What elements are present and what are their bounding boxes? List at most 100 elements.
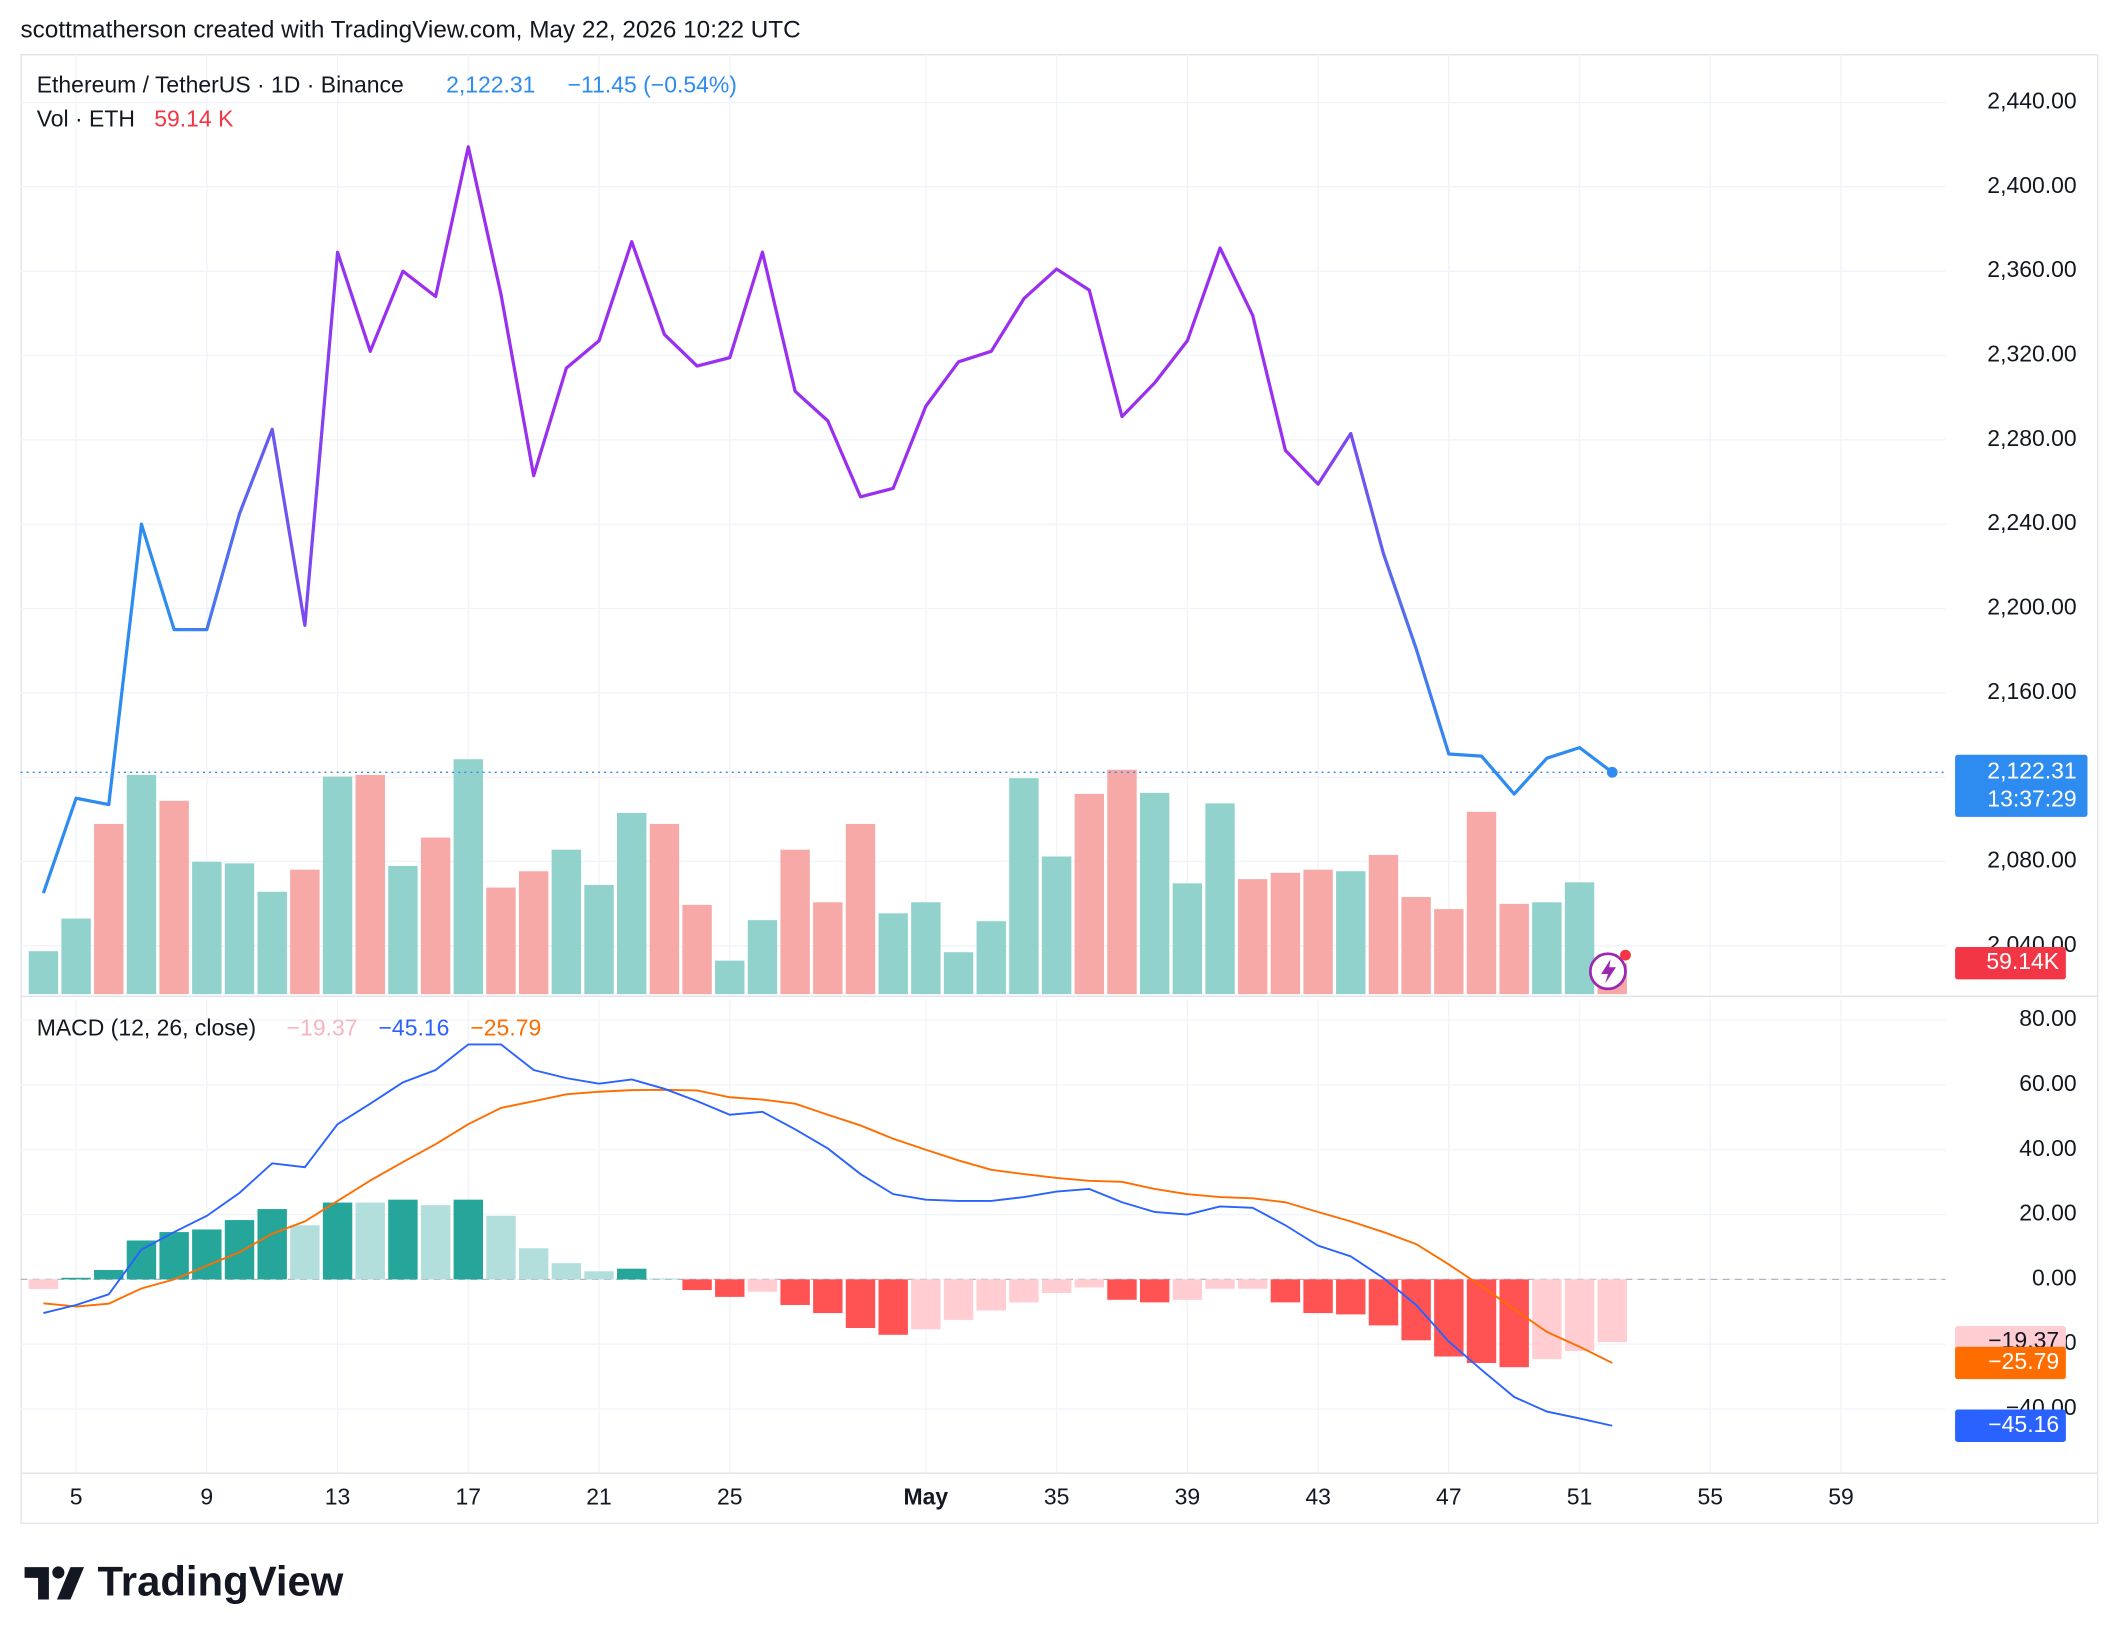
- volume-bar: [159, 800, 189, 995]
- macd-badge: −45.16: [1988, 1411, 2059, 1437]
- y-tick-label: 2,280.00: [1987, 425, 2076, 451]
- volume-bar: [1205, 803, 1235, 995]
- histogram-bar: [976, 1279, 1006, 1311]
- histogram-bar: [1434, 1279, 1464, 1357]
- y-tick-label: 0.00: [2032, 1264, 2077, 1290]
- histogram-bar: [1205, 1279, 1235, 1289]
- histogram-bar: [192, 1229, 222, 1280]
- volume-bar: [943, 952, 974, 995]
- header: scottmatherson created with TradingView.…: [21, 16, 801, 43]
- histogram-bar: [322, 1202, 353, 1280]
- histogram-bar: [1172, 1279, 1203, 1300]
- signal-line: [43, 1088, 1613, 1364]
- histogram-bar: [1564, 1279, 1595, 1352]
- histogram-bar: [1499, 1279, 1529, 1368]
- x-tick-label: 5: [70, 1483, 83, 1509]
- brand-name: TradingView: [98, 1558, 344, 1605]
- histogram-bar: [1139, 1279, 1170, 1303]
- histogram-bar: [290, 1225, 320, 1280]
- x-tick-label: 51: [1567, 1483, 1593, 1509]
- histogram-bar: [1532, 1279, 1562, 1360]
- histogram-bar: [355, 1202, 385, 1280]
- volume-bar: [551, 849, 582, 995]
- legend-signal: −25.79: [470, 1014, 541, 1040]
- histogram-bar: [845, 1279, 876, 1328]
- x-tick-label: 17: [456, 1483, 482, 1509]
- volume-bar: [780, 849, 810, 995]
- histogram-bar: [943, 1279, 974, 1320]
- price-countdown: 13:37:29: [1987, 786, 2076, 812]
- y-tick-label: 40.00: [2019, 1135, 2076, 1161]
- histogram-bar: [682, 1279, 712, 1291]
- volume-bar: [518, 871, 549, 995]
- signal-badge-bg: [1955, 1346, 2066, 1380]
- volume-bar: [126, 775, 157, 995]
- price-badge: 2,122.31: [1987, 757, 2076, 783]
- volume-bar: [355, 775, 385, 995]
- legend-histogram: −19.37: [287, 1014, 358, 1040]
- price-line: [41, 145, 1614, 894]
- histogram-bar: [61, 1277, 91, 1280]
- price-badge-bg: [1955, 754, 2088, 817]
- histogram-bar: [1597, 1279, 1627, 1343]
- alert-icon: [1588, 949, 1631, 991]
- histogram-bar: [1303, 1279, 1333, 1314]
- x-tick-label: 21: [586, 1483, 612, 1509]
- volume-bar: [1041, 856, 1072, 995]
- volume-bar: [1532, 902, 1562, 995]
- x-tick-label: 43: [1305, 1483, 1331, 1509]
- x-tick-label: May: [904, 1483, 949, 1509]
- volume-bar: [813, 902, 843, 995]
- volume-bar: [1074, 793, 1105, 995]
- histogram-bar: [1009, 1279, 1039, 1303]
- volume-bar: [61, 918, 91, 995]
- y-tick-label: 2,080.00: [1987, 847, 2076, 873]
- volume-bar: [1499, 903, 1529, 995]
- volume-title: Vol · ETH: [37, 105, 135, 131]
- histogram-bar: [1074, 1279, 1105, 1288]
- volume-bar: [224, 863, 255, 995]
- y-tick-label: 2,200.00: [1987, 594, 2076, 620]
- volume-bar: [486, 887, 516, 995]
- x-tick-label: 13: [325, 1483, 351, 1509]
- volume-bar: [1303, 869, 1333, 995]
- volume-bar: [1368, 854, 1399, 995]
- volume-bar: [1270, 872, 1301, 995]
- histogram-bar: [1107, 1279, 1137, 1300]
- brand-logo: [24, 1566, 85, 1600]
- legend-price: 2,122.31: [446, 72, 535, 98]
- macd-title: MACD (12, 26, close): [37, 1014, 256, 1040]
- volume-bar: [845, 823, 876, 995]
- macd-line: [43, 1043, 1613, 1427]
- volume-bar: [192, 861, 222, 995]
- x-tick-label: 59: [1828, 1483, 1854, 1509]
- histogram-bar: [518, 1248, 549, 1280]
- volume-bar: [28, 951, 59, 995]
- histogram-bar: [551, 1263, 582, 1280]
- volume-bar: [1466, 811, 1497, 995]
- volume-badge: 59.14K: [1986, 948, 2059, 974]
- histogram-bar: [649, 1278, 680, 1280]
- histogram-bar: [159, 1232, 189, 1280]
- histogram-bar: [1270, 1279, 1301, 1303]
- histogram-bar: [617, 1268, 647, 1280]
- histogram-bar: [1336, 1279, 1366, 1315]
- histogram-bar: [224, 1220, 255, 1280]
- volume-pane: [28, 759, 1627, 995]
- histogram-bar: [1401, 1279, 1431, 1341]
- volume-bar: [976, 921, 1006, 995]
- x-tick-label: 47: [1436, 1483, 1462, 1509]
- volume-bar: [715, 960, 745, 995]
- volume-bar: [584, 884, 614, 995]
- histogram-bar: [715, 1279, 745, 1297]
- macd-badge-bg: [1955, 1409, 2066, 1442]
- volume-bar: [1401, 897, 1431, 995]
- x-tick-label: 55: [1698, 1483, 1724, 1509]
- volume-bar: [420, 837, 451, 995]
- histogram-bar: [584, 1271, 614, 1280]
- legend-change: −11.45 (−0.54%): [568, 72, 737, 98]
- volume-bar: [617, 812, 647, 995]
- volume-bar: [322, 776, 353, 995]
- volume-bar: [747, 920, 778, 995]
